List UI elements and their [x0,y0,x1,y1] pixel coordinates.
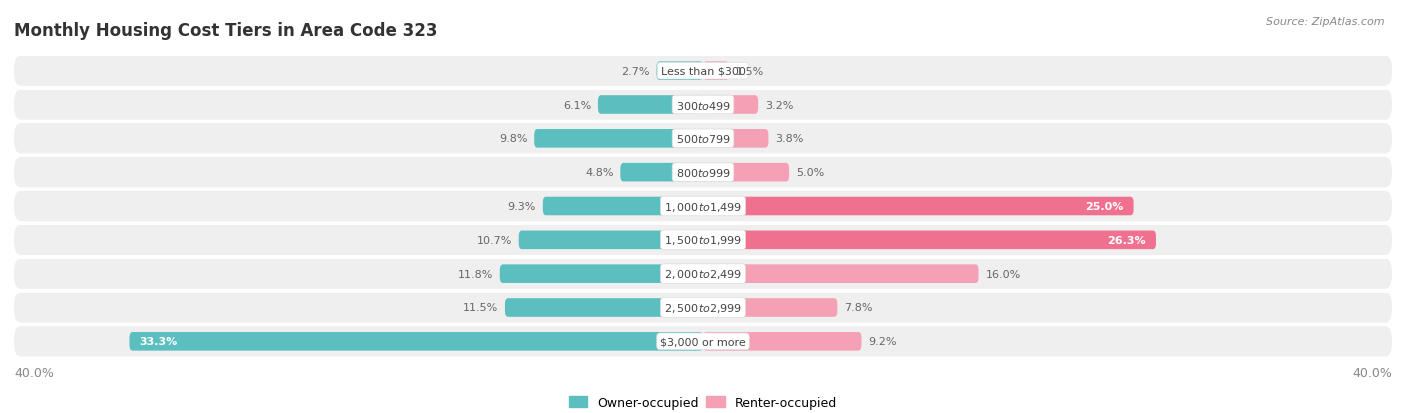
FancyBboxPatch shape [14,191,1392,222]
FancyBboxPatch shape [703,62,728,81]
Text: $2,000 to $2,499: $2,000 to $2,499 [664,268,742,280]
Text: 26.3%: 26.3% [1107,235,1146,245]
Text: Source: ZipAtlas.com: Source: ZipAtlas.com [1267,17,1385,26]
Text: $3,000 or more: $3,000 or more [661,337,745,347]
Legend: Owner-occupied, Renter-occupied: Owner-occupied, Renter-occupied [564,391,842,413]
Text: 9.8%: 9.8% [499,134,527,144]
FancyBboxPatch shape [14,225,1392,255]
Text: 3.2%: 3.2% [765,100,793,110]
Text: 33.3%: 33.3% [139,337,179,347]
Text: 10.7%: 10.7% [477,235,512,245]
FancyBboxPatch shape [14,158,1392,188]
FancyBboxPatch shape [499,265,703,283]
Text: 25.0%: 25.0% [1085,202,1123,211]
Text: $1,500 to $1,999: $1,500 to $1,999 [664,234,742,247]
Text: Less than $300: Less than $300 [661,66,745,76]
Text: 4.8%: 4.8% [585,168,613,178]
Text: $300 to $499: $300 to $499 [675,99,731,111]
Text: 3.8%: 3.8% [775,134,804,144]
FancyBboxPatch shape [505,299,703,317]
FancyBboxPatch shape [129,332,703,351]
FancyBboxPatch shape [703,332,862,351]
Text: $1,000 to $1,499: $1,000 to $1,499 [664,200,742,213]
FancyBboxPatch shape [14,292,1392,323]
Text: 9.2%: 9.2% [869,337,897,347]
Text: 9.3%: 9.3% [508,202,536,211]
FancyBboxPatch shape [620,164,703,182]
Text: 40.0%: 40.0% [1353,366,1392,379]
FancyBboxPatch shape [703,164,789,182]
Text: 11.8%: 11.8% [457,269,494,279]
FancyBboxPatch shape [657,62,703,81]
FancyBboxPatch shape [598,96,703,114]
Text: $2,500 to $2,999: $2,500 to $2,999 [664,301,742,314]
FancyBboxPatch shape [703,231,1156,249]
FancyBboxPatch shape [543,197,703,216]
FancyBboxPatch shape [703,299,838,317]
FancyBboxPatch shape [703,96,758,114]
Text: 6.1%: 6.1% [562,100,591,110]
Text: $500 to $799: $500 to $799 [675,133,731,145]
Text: 1.5%: 1.5% [735,66,763,76]
FancyBboxPatch shape [703,197,1133,216]
Text: $800 to $999: $800 to $999 [675,167,731,179]
Text: 16.0%: 16.0% [986,269,1021,279]
FancyBboxPatch shape [14,90,1392,121]
Text: Monthly Housing Cost Tiers in Area Code 323: Monthly Housing Cost Tiers in Area Code … [14,22,437,40]
FancyBboxPatch shape [703,265,979,283]
FancyBboxPatch shape [14,124,1392,154]
FancyBboxPatch shape [14,326,1392,357]
FancyBboxPatch shape [703,130,769,148]
Text: 5.0%: 5.0% [796,168,824,178]
Text: 7.8%: 7.8% [844,303,873,313]
Text: 40.0%: 40.0% [14,366,53,379]
Text: 2.7%: 2.7% [621,66,650,76]
FancyBboxPatch shape [14,56,1392,87]
FancyBboxPatch shape [14,259,1392,289]
Text: 11.5%: 11.5% [463,303,498,313]
FancyBboxPatch shape [519,231,703,249]
FancyBboxPatch shape [534,130,703,148]
